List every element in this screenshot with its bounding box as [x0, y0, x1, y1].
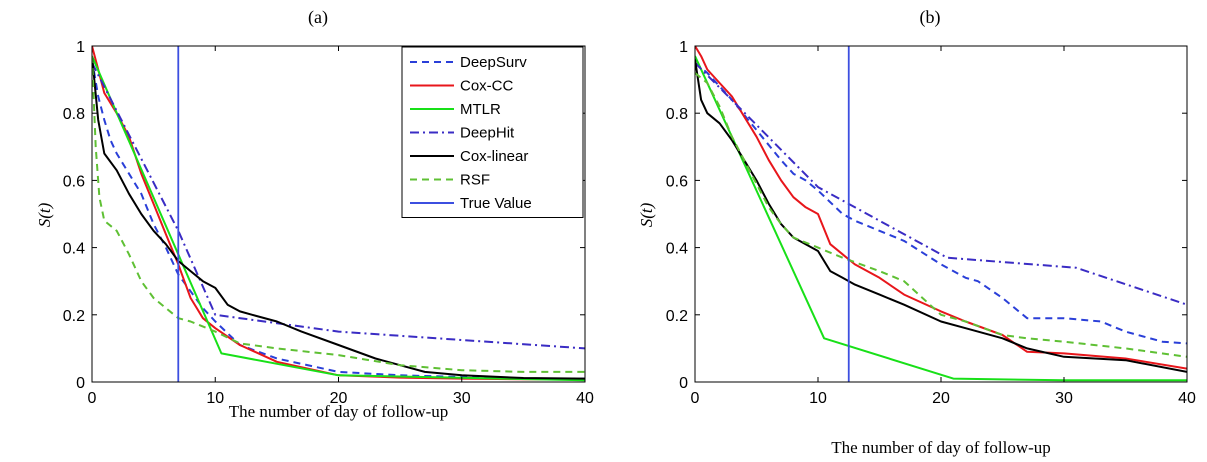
panel-a-xtick-label: 40 — [576, 390, 594, 407]
panel-a-title: (a) — [308, 7, 328, 28]
panel-a-xtick-label: 30 — [453, 390, 471, 407]
panel-b-series-deephit — [695, 62, 1187, 306]
panel-b-ytick-label: 0.6 — [666, 173, 688, 190]
legend-label: MTLR — [460, 101, 501, 118]
panel-b-ytick-label: 0.2 — [666, 308, 688, 325]
panel-a-ytick-label: 0.6 — [63, 173, 85, 190]
legend-label: DeepHit — [460, 125, 515, 142]
panel-b-ytick-label: 0 — [679, 375, 688, 392]
panel-b: 0 10 20 30 40 0 0.2 0.4 0.6 0.8 1 (b) The number of … — [637, 7, 1196, 457]
panel-a-xlabel: The number of day of follow-up — [229, 402, 449, 421]
panel-b-ytick-label: 0.4 — [666, 241, 688, 258]
panel-b-xtick-label: 20 — [932, 390, 950, 407]
panel-a-series-deephit — [92, 62, 585, 350]
legend-label: Cox-CC — [460, 78, 514, 95]
legend: DeepSurv Cox-CC MTLR DeepHit Cox-linear RSF Tr… — [401, 46, 584, 218]
panel-b-series-cox-cc — [695, 46, 1187, 370]
panel-b-series-cox-linear — [695, 59, 1187, 373]
panel-b-xtick-label: 0 — [691, 390, 700, 407]
panel-b-plot-area — [695, 46, 1187, 382]
panel-a-ytick-label: 0.2 — [63, 308, 85, 325]
panel-a-xtick-label: 20 — [330, 390, 348, 407]
panel-b-series-mtlr — [695, 55, 1187, 382]
panel-b-xlabel: The number of day of follow-up — [831, 438, 1051, 457]
panel-a-ytick-label: 1 — [76, 39, 85, 56]
panel-b-ytick-label: 1 — [679, 39, 688, 56]
panel-a-ylabel: S(t) — [35, 202, 54, 227]
panel-a: 0 10 20 30 40 0 0.2 0.4 0.6 0.8 1 (a) The number of … — [35, 7, 594, 421]
panel-a-ytick-label: 0.8 — [63, 106, 85, 123]
panel-a-ytick-label: 0.4 — [63, 241, 85, 258]
legend-label: True Value — [460, 195, 532, 212]
panel-b-series-deepsurv — [695, 62, 1187, 345]
panel-b-title: (b) — [920, 7, 941, 28]
legend-label: RSF — [460, 172, 490, 189]
panel-a-xtick-label: 0 — [88, 390, 97, 407]
panel-b-xtick-label: 40 — [1178, 390, 1196, 407]
panel-b-ylabel: S(t) — [637, 202, 656, 227]
panel-b-ytick-label: 0.8 — [666, 106, 688, 123]
legend-label: DeepSurv — [460, 54, 527, 71]
panel-b-series-group — [695, 46, 1187, 382]
panel-a-ytick-label: 0 — [76, 375, 85, 392]
panel-b-series-rsf — [695, 72, 1187, 358]
panel-b-xtick-label: 30 — [1055, 390, 1073, 407]
legend-label: Cox-linear — [460, 148, 528, 165]
panel-b-xtick-label: 10 — [809, 390, 827, 407]
panel-a-xtick-label: 10 — [206, 390, 224, 407]
